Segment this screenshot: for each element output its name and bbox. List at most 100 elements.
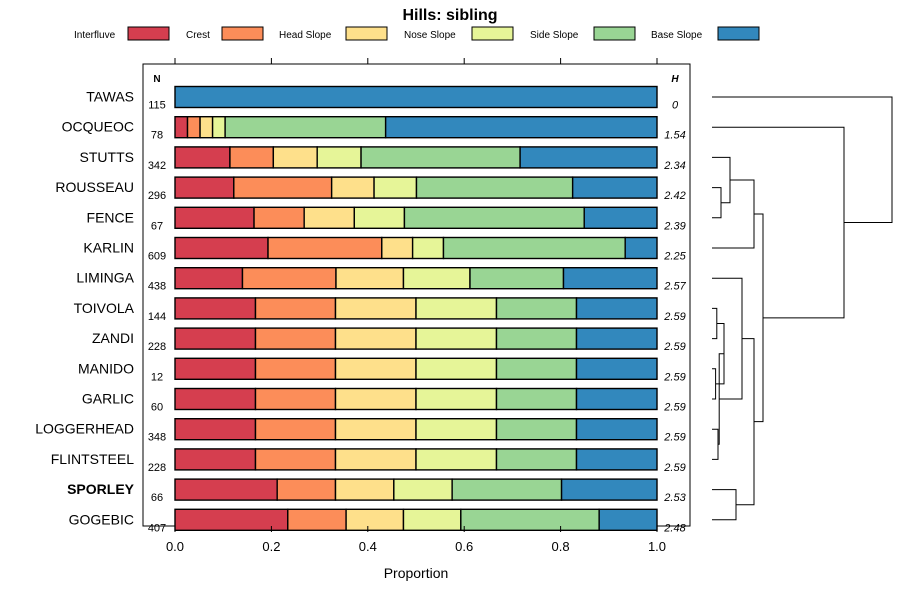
bar-segment	[495, 327, 578, 350]
dendrogram-link	[712, 179, 755, 249]
h-value: 2.53	[663, 492, 686, 504]
legend: Interfluve Crest Head Slope Nose Slope Side …	[74, 26, 760, 41]
bar-segment	[334, 297, 417, 320]
n-value: 60	[151, 402, 163, 414]
h-value: 2.34	[663, 160, 685, 172]
bar-segment	[334, 387, 417, 411]
bar-segment	[254, 387, 337, 411]
x-tick-label: 0.4	[359, 539, 377, 554]
bar-segment	[267, 236, 383, 260]
bar-segment	[224, 115, 387, 139]
bar-segment	[186, 115, 201, 139]
h-value: 2.25	[663, 251, 686, 263]
bar-segment	[469, 267, 565, 290]
bar-segment	[174, 206, 255, 230]
bar-segment	[254, 357, 337, 380]
n-value: 228	[148, 462, 166, 474]
bar-segment	[174, 115, 189, 139]
dendrogram	[712, 96, 893, 521]
bar-segment	[583, 206, 658, 230]
legend-swatch	[221, 26, 264, 41]
bar-segment	[353, 206, 406, 230]
bar-segment	[415, 387, 498, 411]
n-value: 296	[148, 190, 166, 202]
bar-segment	[460, 508, 600, 531]
x-tick-label: 0.8	[552, 539, 570, 554]
legend-swatch	[471, 26, 514, 41]
bar-segment	[229, 146, 275, 169]
bar-segment	[335, 267, 405, 290]
legend-swatch	[345, 26, 388, 41]
bar-segment	[575, 297, 658, 320]
dendrogram-link	[754, 213, 764, 423]
bar-segment	[334, 357, 417, 380]
bar-segment	[254, 297, 337, 320]
bar-segment	[402, 267, 471, 290]
bar-segment	[174, 236, 269, 260]
bar-segment	[334, 448, 417, 471]
legend-label: Base Slope	[651, 30, 703, 41]
bar-segment	[495, 448, 578, 471]
bar-segment	[174, 478, 278, 501]
bar-segment	[415, 418, 498, 441]
x-axis-label: Proportion	[384, 565, 449, 581]
n-value: 12	[151, 371, 163, 383]
bar-segment	[345, 508, 405, 531]
h-value: 2.48	[663, 522, 686, 534]
bar-segment	[174, 176, 235, 199]
n-column-header: N	[153, 74, 160, 85]
bar-rows: TAWAS 115 0 OCQUEOC 78 1.54 STUTTS 342 2.34 ROUSS…	[35, 85, 687, 534]
h-value: 2.59	[663, 432, 685, 444]
bar-segment	[334, 327, 417, 350]
row-label: FENCE	[87, 209, 134, 225]
bar-segment	[384, 115, 658, 139]
bar-segment	[381, 236, 414, 260]
bar-segment	[334, 478, 395, 501]
bar-segment	[403, 206, 585, 230]
legend-swatch	[717, 26, 760, 41]
bar-segment	[174, 448, 257, 471]
bar-segment	[495, 418, 578, 441]
legend-label: Interfluve	[74, 30, 116, 41]
row-label: TOIVOLA	[74, 300, 135, 316]
bar-segment	[199, 115, 214, 139]
bar-segment	[598, 508, 658, 531]
n-value: 67	[151, 220, 163, 232]
bar-segment	[495, 357, 578, 380]
dendrogram-link	[736, 338, 755, 506]
n-value: 144	[148, 311, 166, 323]
bar-segment	[575, 448, 658, 471]
bar-segment	[360, 146, 521, 169]
row-label: SPORLEY	[67, 481, 135, 497]
bar-segment	[254, 327, 337, 350]
bar-segment	[174, 327, 257, 350]
chart-title: Hills: sibling	[402, 7, 497, 24]
bar-segment	[519, 146, 658, 169]
n-value: 115	[148, 100, 166, 112]
row-label: STUTTS	[80, 149, 134, 165]
dendrogram-link	[712, 96, 893, 224]
bar-segment	[233, 176, 333, 199]
x-tick-label: 0.6	[455, 539, 473, 554]
legend-label: Nose Slope	[404, 30, 456, 41]
bar-segment	[562, 267, 658, 290]
legend-swatch	[593, 26, 636, 41]
bar-segment	[316, 146, 362, 169]
h-value: 2.42	[663, 190, 685, 202]
h-value: 0	[672, 100, 679, 112]
n-value: 228	[148, 341, 166, 353]
bar-segment	[254, 418, 337, 441]
bar-segment	[174, 387, 257, 411]
bar-segment	[241, 267, 337, 290]
bar-segment	[330, 176, 375, 199]
bar-segment	[575, 357, 658, 380]
n-value: 66	[151, 492, 163, 504]
bar-segment	[624, 236, 658, 260]
bar-segment	[402, 508, 462, 531]
bar-segment	[303, 206, 356, 230]
row-label: MANIDO	[78, 360, 134, 376]
dendrogram-link	[712, 489, 737, 521]
bar-segment	[393, 478, 453, 501]
bar-segment	[334, 418, 417, 441]
